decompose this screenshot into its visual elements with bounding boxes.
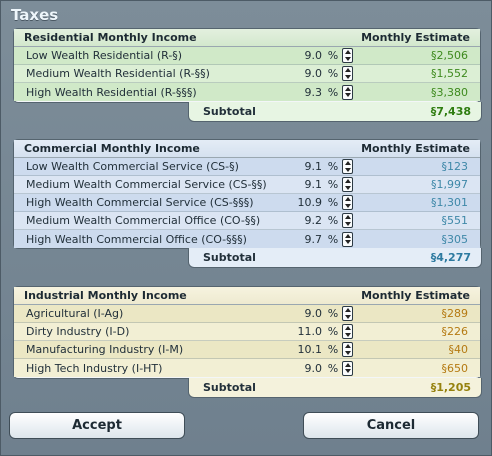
monthly-estimate: §1,997 <box>431 178 468 191</box>
up-down-spinner-icon[interactable] <box>342 177 353 192</box>
up-down-spinner-icon[interactable] <box>342 48 353 63</box>
monthly-estimate: §3,380 <box>431 85 468 99</box>
monthly-estimate: §1,552 <box>431 67 468 80</box>
subtotal-label: Subtotal <box>203 251 256 264</box>
monthly-estimate: §123 <box>441 160 469 173</box>
residential-estimate-header: Monthly Estimate <box>361 31 470 44</box>
residential-header: Residential Monthly Income Monthly Estim… <box>14 29 480 47</box>
tax-rate-field[interactable]: 9.1 <box>304 160 323 173</box>
tax-label: Agricultural (I-Ag) <box>26 307 124 320</box>
tax-label: Dirty Industry (I-D) <box>26 325 130 338</box>
residential-panel: Residential Monthly Income Monthly Estim… <box>13 28 482 122</box>
tax-rate-field[interactable]: 9.3 <box>304 85 323 99</box>
industrial-subtotal: Subtotal §1,205 <box>188 378 482 398</box>
table-row: Low Wealth Residential (R-§) 9.0 % §2,50… <box>14 47 480 65</box>
percent-sign: % <box>327 49 339 62</box>
accept-button[interactable]: Accept <box>9 412 185 439</box>
tax-label: High Wealth Commercial Service (CS-§§§) <box>26 196 254 209</box>
industrial-title: Industrial Monthly Income <box>24 289 187 302</box>
industrial-panel: Industrial Monthly Income Monthly Estima… <box>13 286 482 398</box>
commercial-title: Commercial Monthly Income <box>24 142 200 155</box>
table-row: Agricultural (I-Ag) 9.0 % §289 <box>14 305 480 323</box>
table-row: Medium Wealth Commercial Office (CO-§§) … <box>14 212 480 230</box>
percent-sign: % <box>327 325 339 338</box>
tax-rate-field[interactable]: 11.0 <box>297 325 323 338</box>
monthly-estimate: §551 <box>441 214 469 227</box>
percent-sign: % <box>327 178 339 191</box>
table-row: High Wealth Commercial Office (CO-§§§) 9… <box>14 230 480 248</box>
up-down-spinner-icon[interactable] <box>342 342 353 357</box>
up-down-spinner-icon[interactable] <box>342 84 353 100</box>
subtotal-value: §1,205 <box>430 381 471 394</box>
subtotal-value: §7,438 <box>430 105 471 118</box>
percent-sign: % <box>327 307 339 320</box>
tax-label: High Wealth Commercial Office (CO-§§§) <box>26 232 247 246</box>
residential-title: Residential Monthly Income <box>24 31 197 44</box>
percent-sign: % <box>327 67 339 80</box>
tax-label: Low Wealth Residential (R-§) <box>26 49 183 62</box>
up-down-spinner-icon[interactable] <box>342 213 353 228</box>
up-down-spinner-icon[interactable] <box>342 324 353 339</box>
tax-label: Medium Wealth Commercial Office (CO-§§) <box>26 214 261 227</box>
monthly-estimate: §1,301 <box>431 196 468 209</box>
table-row: High Wealth Residential (R-§§§) 9.3 % §3… <box>14 83 480 101</box>
residential-subtotal: Subtotal §7,438 <box>188 102 482 122</box>
tax-rate-field[interactable]: 9.1 <box>304 178 323 191</box>
table-row: High Tech Industry (I-HT) 9.0 % §650 <box>14 359 480 377</box>
tax-label: Low Wealth Commercial Service (CS-§) <box>26 160 239 173</box>
tax-label: Manufacturing Industry (I-M) <box>26 343 184 356</box>
tax-label: Medium Wealth Commercial Service (CS-§§) <box>26 178 267 191</box>
monthly-estimate: §305 <box>441 232 469 246</box>
industrial-estimate-header: Monthly Estimate <box>361 289 470 302</box>
monthly-estimate: §289 <box>441 307 469 320</box>
tax-rate-field[interactable]: 9.0 <box>304 361 323 375</box>
tax-rate-field[interactable]: 9.0 <box>304 49 323 62</box>
monthly-estimate: §40 <box>448 343 469 356</box>
tax-rate-field[interactable]: 9.7 <box>304 232 323 246</box>
tax-label: High Tech Industry (I-HT) <box>26 361 163 375</box>
percent-sign: % <box>327 361 339 375</box>
subtotal-label: Subtotal <box>203 381 256 394</box>
tax-rate-field[interactable]: 10.1 <box>297 343 323 356</box>
percent-sign: % <box>327 343 339 356</box>
commercial-estimate-header: Monthly Estimate <box>361 142 470 155</box>
monthly-estimate: §2,506 <box>431 49 468 62</box>
tax-rate-field[interactable]: 10.9 <box>297 196 323 209</box>
monthly-estimate: §226 <box>441 325 469 338</box>
commercial-header: Commercial Monthly Income Monthly Estima… <box>14 140 480 158</box>
up-down-spinner-icon[interactable] <box>342 66 353 81</box>
percent-sign: % <box>327 160 339 173</box>
percent-sign: % <box>327 196 339 209</box>
commercial-panel: Commercial Monthly Income Monthly Estima… <box>13 139 482 268</box>
percent-sign: % <box>327 85 339 99</box>
cancel-button[interactable]: Cancel <box>303 412 479 439</box>
monthly-estimate: §650 <box>441 361 469 375</box>
table-row: Dirty Industry (I-D) 11.0 % §226 <box>14 323 480 341</box>
commercial-subtotal: Subtotal §4,277 <box>188 248 482 268</box>
up-down-spinner-icon[interactable] <box>342 195 353 210</box>
window-title: Taxes <box>11 6 59 24</box>
subtotal-value: §4,277 <box>430 251 471 264</box>
up-down-spinner-icon[interactable] <box>342 306 353 321</box>
percent-sign: % <box>327 214 339 227</box>
table-row: Medium Wealth Commercial Service (CS-§§)… <box>14 176 480 194</box>
table-row: Manufacturing Industry (I-M) 10.1 % §40 <box>14 341 480 359</box>
tax-rate-field[interactable]: 9.0 <box>304 307 323 320</box>
table-row: Low Wealth Commercial Service (CS-§) 9.1… <box>14 158 480 176</box>
industrial-header: Industrial Monthly Income Monthly Estima… <box>14 287 480 305</box>
tax-rate-field[interactable]: 9.2 <box>304 214 323 227</box>
table-row: High Wealth Commercial Service (CS-§§§) … <box>14 194 480 212</box>
subtotal-label: Subtotal <box>203 105 256 118</box>
up-down-spinner-icon[interactable] <box>342 231 353 247</box>
tax-label: High Wealth Residential (R-§§§) <box>26 85 197 99</box>
table-row: Medium Wealth Residential (R-§§) 9.0 % §… <box>14 65 480 83</box>
up-down-spinner-icon[interactable] <box>342 360 353 376</box>
tax-label: Medium Wealth Residential (R-§§) <box>26 67 210 80</box>
percent-sign: % <box>327 232 339 246</box>
up-down-spinner-icon[interactable] <box>342 159 353 174</box>
tax-rate-field[interactable]: 9.0 <box>304 67 323 80</box>
